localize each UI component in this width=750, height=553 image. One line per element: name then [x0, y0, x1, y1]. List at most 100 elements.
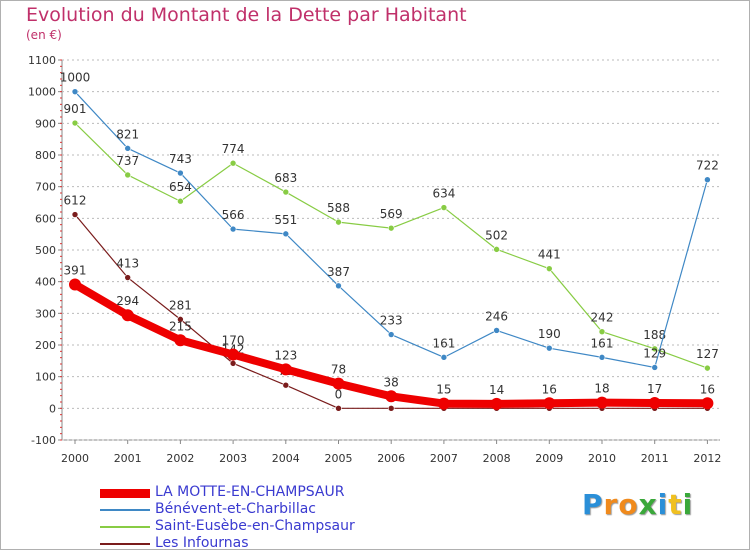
data-point	[71, 211, 79, 218]
data-point	[124, 145, 131, 152]
data-point	[648, 396, 661, 409]
data-point	[598, 328, 606, 336]
data-point	[651, 345, 659, 353]
chart-unit: (en €)	[26, 28, 62, 42]
data-point	[651, 364, 659, 371]
data-point	[335, 282, 342, 290]
data-point	[71, 88, 79, 95]
data-point	[227, 348, 240, 361]
y-tick-label: 200	[35, 339, 56, 352]
logo-letter: i	[682, 488, 694, 521]
data-point	[121, 309, 134, 322]
data-label: 722	[696, 159, 719, 173]
data-point	[493, 246, 500, 253]
data-point	[124, 171, 131, 179]
data-label: 161	[432, 336, 455, 350]
data-label: 78	[331, 363, 346, 377]
data-label: 127	[696, 347, 719, 361]
y-tick-label: -100	[31, 434, 56, 447]
data-point	[332, 377, 345, 390]
logo-letter: i	[657, 488, 669, 521]
data-label: 170	[222, 334, 245, 348]
data-label: 683	[274, 171, 297, 185]
data-point	[124, 274, 131, 281]
data-label: 16	[700, 382, 715, 396]
logo-letter: r	[603, 488, 619, 521]
data-label: 743	[169, 152, 192, 166]
logo-letter: o	[618, 488, 639, 521]
data-label: 16	[542, 382, 557, 396]
data-label: 566	[222, 208, 245, 222]
data-label: 654	[169, 180, 192, 194]
data-point	[493, 327, 500, 334]
legend-swatch	[100, 543, 150, 545]
data-point	[282, 381, 290, 389]
data-point	[282, 230, 290, 238]
data-label: 588	[327, 201, 350, 215]
legend-label: Saint-Eusèbe-en-Champsaur	[155, 518, 355, 534]
data-label: 215	[169, 319, 192, 333]
data-label: 161	[591, 336, 614, 350]
y-tick-label: 800	[35, 149, 56, 162]
data-label: 190	[538, 327, 561, 341]
data-point	[69, 278, 81, 291]
data-label: 246	[485, 309, 508, 323]
data-label: 17	[647, 382, 662, 396]
data-label: 737	[116, 154, 139, 168]
legend-label: LA MOTTE-EN-CHAMPSAUR	[155, 484, 345, 500]
y-tick-label: 1000	[28, 86, 56, 99]
chart-title: Evolution du Montant de la Dette par Hab…	[26, 4, 467, 26]
x-tick-label: 2009	[535, 452, 563, 465]
data-label: 502	[485, 228, 508, 242]
data-point	[545, 344, 553, 352]
data-point	[282, 188, 290, 196]
y-tick-label: 900	[35, 117, 56, 130]
data-point	[229, 360, 237, 367]
data-point	[177, 169, 184, 177]
x-tick-label: 2008	[483, 452, 511, 465]
x-tick-label: 2003	[219, 452, 247, 465]
data-point	[598, 354, 606, 361]
data-label: 774	[222, 142, 245, 156]
data-label: 1000	[60, 71, 91, 85]
data-point	[490, 397, 503, 410]
data-point	[387, 405, 395, 412]
data-point	[177, 197, 184, 205]
y-tick-label: 600	[35, 212, 56, 225]
y-tick-label: 700	[35, 181, 56, 194]
data-point	[177, 316, 184, 323]
legend-swatch	[100, 489, 150, 498]
data-label: 441	[538, 248, 561, 262]
data-point	[543, 397, 556, 410]
y-tick-label: 400	[35, 276, 56, 289]
data-point	[437, 397, 450, 410]
data-label: 38	[384, 375, 399, 389]
logo-letter: P	[582, 488, 604, 521]
data-label: 123	[274, 348, 297, 362]
data-label: 233	[380, 314, 403, 328]
data-label: 551	[274, 213, 297, 227]
y-tick-label: 100	[35, 371, 56, 384]
data-point	[545, 265, 553, 272]
y-tick-label: 300	[35, 307, 56, 320]
x-tick-label: 2011	[641, 452, 669, 465]
data-point	[279, 363, 292, 376]
data-point	[704, 364, 711, 372]
data-label: 18	[594, 382, 609, 396]
x-tick-label: 2001	[114, 452, 142, 465]
data-label: 129	[643, 346, 666, 360]
legend-label: Bénévent-et-Charbillac	[155, 501, 316, 517]
legend-swatch	[100, 509, 150, 511]
data-point	[71, 119, 79, 127]
data-label: 569	[380, 207, 403, 221]
y-tick-label: 0	[49, 402, 56, 415]
y-tick-label: 1100	[28, 54, 56, 67]
x-tick-label: 2005	[325, 452, 353, 465]
legend-label: Les Infournas	[155, 535, 249, 551]
x-tick-label: 2012	[693, 452, 721, 465]
data-label: 15	[436, 383, 451, 397]
x-tick-label: 2004	[272, 452, 300, 465]
data-label: 281	[169, 298, 192, 312]
data-label: 242	[591, 311, 614, 325]
